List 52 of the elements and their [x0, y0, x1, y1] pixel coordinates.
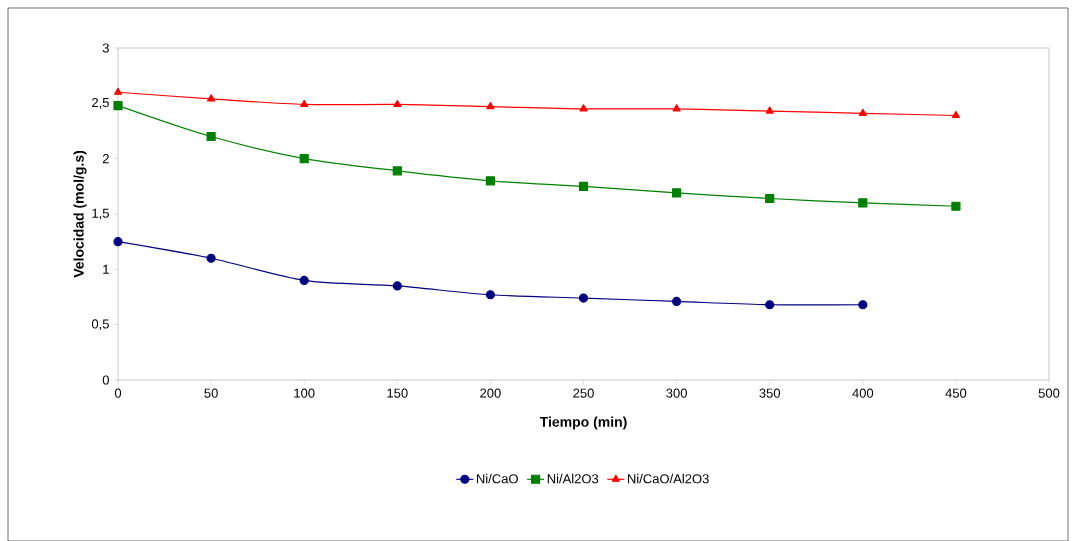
point — [113, 100, 123, 110]
x-tick-label: 350 — [759, 388, 781, 398]
x-tick-label: 400 — [852, 388, 874, 398]
point — [206, 253, 216, 263]
point — [113, 236, 123, 247]
x-tick-label: 250 — [573, 388, 594, 398]
x-tick-label: 450 — [945, 388, 967, 398]
point — [765, 193, 775, 203]
point — [765, 299, 775, 310]
point — [207, 94, 216, 102]
x-tick-label: 150 — [387, 388, 408, 398]
x-tick-label: 0 — [114, 388, 122, 398]
y-tick-label: 2 — [102, 153, 109, 164]
legend-label: Ni/Al2O3 — [547, 473, 599, 484]
point — [578, 181, 589, 191]
x-tick-label: 50 — [204, 388, 218, 398]
y-tick-label: 2,5 — [92, 97, 109, 109]
x-axis-title: Tiempo (min) — [539, 416, 627, 430]
point — [299, 275, 309, 285]
y-tick-label: 1,5 — [92, 208, 109, 220]
point — [485, 289, 496, 300]
legend-label: Ni/CaO/Al2O3 — [628, 473, 709, 484]
point — [672, 104, 681, 112]
point — [765, 106, 774, 114]
point — [486, 101, 495, 110]
point — [672, 188, 682, 198]
point — [485, 176, 496, 186]
y-tick-label: 1 — [103, 264, 109, 274]
y-tick-label: 3 — [102, 43, 109, 53]
y-tick-label: 0,5 — [91, 319, 109, 330]
point — [206, 131, 216, 141]
x-tick-label: 300 — [666, 388, 687, 398]
point — [672, 296, 682, 306]
point — [392, 166, 402, 176]
point — [951, 201, 961, 211]
point — [858, 198, 868, 208]
y-axis-title: Velocidad (mol/g.s) — [73, 150, 87, 278]
point — [393, 99, 402, 107]
point — [300, 99, 309, 107]
x-tick-label: 100 — [294, 388, 315, 398]
point — [579, 104, 588, 112]
point — [578, 293, 589, 303]
point — [113, 87, 123, 95]
x-tick-label: 200 — [480, 388, 501, 398]
point — [858, 108, 867, 116]
point — [951, 110, 960, 118]
x-tick-label: 500 — [1038, 388, 1060, 398]
y-tick-label: 0 — [102, 375, 109, 385]
point — [392, 281, 402, 291]
point — [299, 153, 309, 164]
legend-label: Ni/CaO — [476, 473, 518, 484]
point — [858, 299, 868, 310]
